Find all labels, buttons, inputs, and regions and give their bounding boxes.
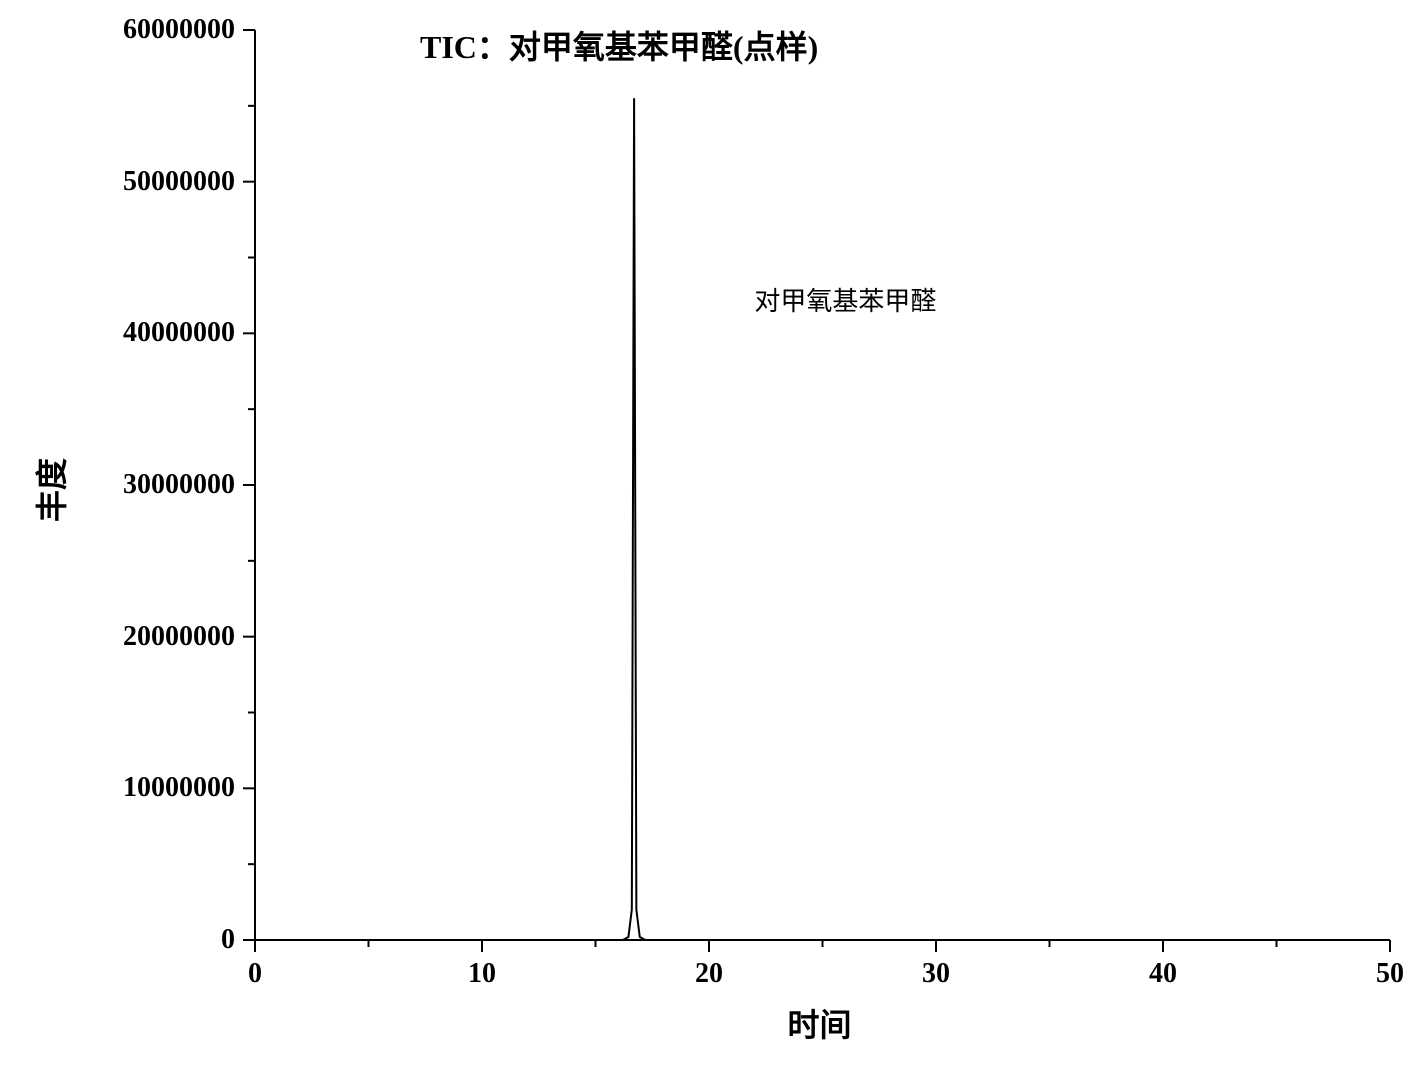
y-tick-label: 0: [221, 924, 235, 956]
y-tick-label: 10000000: [123, 772, 235, 804]
x-tick-label: 0: [248, 958, 262, 990]
x-axis-label: 时间: [788, 1000, 852, 1046]
x-tick-label: 30: [922, 958, 950, 990]
y-tick-label: 60000000: [123, 14, 235, 46]
y-tick-label: 40000000: [123, 317, 235, 349]
y-axis-label: 丰度: [27, 458, 73, 522]
y-tick-label: 20000000: [123, 621, 235, 653]
x-tick-label: 10: [468, 958, 496, 990]
x-tick-label: 20: [695, 958, 723, 990]
y-tick-label: 50000000: [123, 166, 235, 198]
x-tick-label: 50: [1376, 958, 1404, 990]
chart-title: TIC：对甲氧基苯甲醛(点样): [420, 22, 818, 68]
chart-container: TIC：对甲氧基苯甲醛(点样) 时间 丰度 对甲氧基苯甲醛 0 10 20 30 40 5…: [0, 0, 1427, 1072]
y-tick-label: 30000000: [123, 469, 235, 501]
chart-svg: [0, 0, 1427, 1072]
x-tick-label: 40: [1149, 958, 1177, 990]
peak-annotation: 对甲氧基苯甲醛: [754, 281, 936, 318]
